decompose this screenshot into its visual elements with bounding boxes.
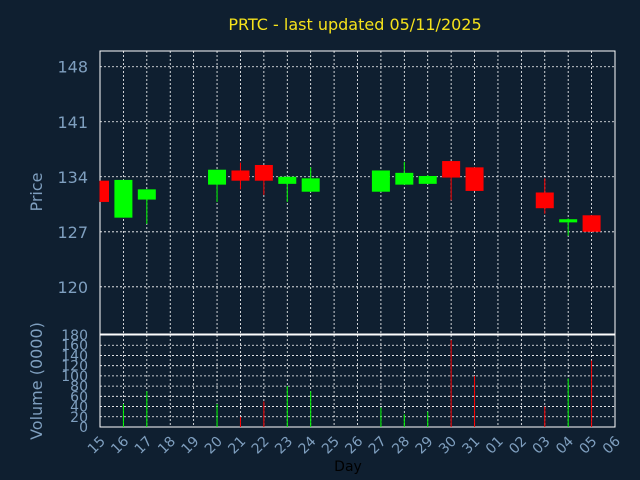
- candle: [418, 175, 437, 184]
- candle: [395, 161, 414, 185]
- candle: [278, 176, 297, 202]
- candle-body: [231, 170, 250, 181]
- price-tick-label: 141: [57, 113, 88, 132]
- candle-body: [535, 192, 554, 209]
- x-tick-label: 30: [436, 434, 460, 458]
- candle: [465, 167, 484, 191]
- x-tick-label: 06: [600, 433, 624, 457]
- x-tick-label: 17: [132, 434, 156, 458]
- volume-tick-label: 140: [61, 348, 88, 364]
- x-tick-label: 03: [530, 434, 554, 458]
- x-tick-label: 01: [483, 434, 507, 458]
- x-tick-label: 19: [179, 434, 203, 458]
- candle: [582, 215, 601, 232]
- volume-gridlines: [100, 335, 615, 427]
- price-axis-label: Price: [27, 172, 46, 211]
- candle: [208, 169, 227, 202]
- candle-body: [465, 167, 484, 191]
- x-tick-label: 18: [155, 434, 179, 458]
- candle: [99, 180, 109, 202]
- x-tick-label: 29: [413, 434, 437, 458]
- price-panel: 120 127 134 141 148 Price: [27, 50, 616, 335]
- candle-body: [301, 178, 320, 192]
- candle-body: [395, 172, 414, 185]
- x-tick-label: 02: [506, 434, 530, 458]
- x-tick-label: 15: [85, 434, 109, 458]
- x-tick-label: 28: [389, 434, 413, 458]
- x-axis-label: Day: [334, 459, 362, 475]
- candle: [442, 161, 461, 201]
- x-tick-label: 04: [553, 433, 577, 457]
- price-tick-label: 134: [57, 168, 88, 187]
- volume-tick-label: 20: [70, 410, 88, 426]
- candle-body: [559, 219, 578, 223]
- candle: [535, 178, 554, 214]
- x-tick-label: 20: [202, 434, 226, 458]
- x-tick-label: 22: [249, 434, 273, 458]
- volume-tick-label: 120: [61, 359, 88, 375]
- volume-tick-label: 80: [70, 379, 88, 395]
- volume-tick-label: 0: [79, 420, 88, 436]
- candle-body: [582, 215, 601, 232]
- price-tick-label: 148: [57, 58, 88, 77]
- candle-body: [254, 164, 273, 181]
- volume-tick-label: 100: [61, 369, 88, 385]
- candle: [114, 179, 133, 218]
- volume-tick-label: 60: [70, 389, 88, 405]
- candle: [231, 162, 250, 190]
- chart-title: PRTC - last updated 05/11/2025: [228, 15, 481, 34]
- price-tick-label: 127: [57, 223, 88, 242]
- x-tick-labels: 15 16 17 18 19 20 21 22 23 24 25 26 27 28 29 30 31 01 02 03…: [85, 433, 624, 457]
- volume-tick-label: 40: [70, 400, 88, 416]
- x-tick-label: 05: [576, 434, 600, 458]
- candles: [99, 161, 601, 236]
- candle-body: [114, 179, 133, 218]
- x-tick-label: 25: [319, 434, 343, 458]
- price-tick-label: 120: [57, 278, 88, 297]
- candle: [371, 170, 390, 192]
- candle-body: [208, 169, 227, 185]
- x-tick-label: 31: [459, 434, 483, 458]
- x-tick-label: 27: [366, 434, 390, 458]
- candle: [137, 189, 156, 224]
- volume-tick-label: 180: [61, 328, 88, 344]
- volume-tick-label: 160: [61, 338, 88, 354]
- x-tick-label: 21: [225, 434, 249, 458]
- candle: [559, 218, 578, 236]
- candle: [254, 164, 273, 195]
- candle-body: [278, 176, 297, 184]
- candle-body: [418, 175, 437, 184]
- x-tick-label: 16: [108, 433, 132, 457]
- x-tick-label: 24: [296, 433, 320, 457]
- candle-body: [100, 180, 109, 202]
- x-tick-label: 26: [342, 433, 366, 457]
- candle-body: [137, 189, 156, 200]
- volume-bars: [122, 340, 593, 427]
- candle-body: [442, 161, 461, 178]
- price-tick-labels: 120 127 134 141 148: [57, 58, 88, 297]
- volume-axis-label: Volume (0000): [27, 322, 46, 440]
- candle: [301, 167, 320, 192]
- candle-body: [371, 170, 390, 192]
- x-tick-label: 23: [272, 434, 296, 458]
